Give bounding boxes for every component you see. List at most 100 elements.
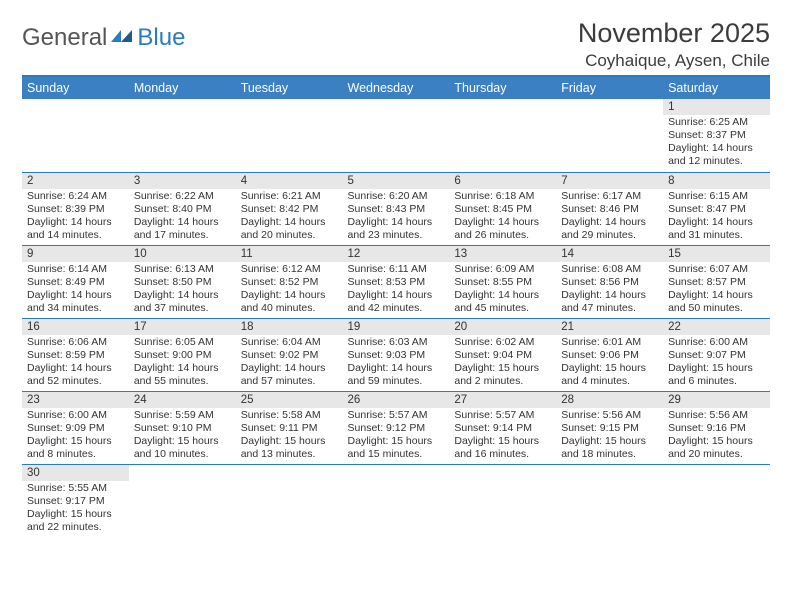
day-details: Sunrise: 6:07 AMSunset: 8:57 PMDaylight:…	[663, 262, 770, 318]
day-details: Sunrise: 6:15 AMSunset: 8:47 PMDaylight:…	[663, 189, 770, 245]
logo-flag-icon	[109, 26, 135, 51]
calendar-cell: 16Sunrise: 6:06 AMSunset: 8:59 PMDayligh…	[22, 318, 129, 391]
calendar-cell	[343, 464, 450, 537]
day-number: 7	[556, 173, 663, 189]
calendar-cell: 1Sunrise: 6:25 AMSunset: 8:37 PMDaylight…	[663, 99, 770, 172]
day-details: Sunrise: 5:57 AMSunset: 9:12 PMDaylight:…	[343, 408, 450, 464]
day-details: Sunrise: 6:20 AMSunset: 8:43 PMDaylight:…	[343, 189, 450, 245]
calendar-cell: 14Sunrise: 6:08 AMSunset: 8:56 PMDayligh…	[556, 245, 663, 318]
calendar-cell	[129, 464, 236, 537]
weekday-header: Friday	[556, 77, 663, 99]
calendar-cell: 29Sunrise: 5:56 AMSunset: 9:16 PMDayligh…	[663, 391, 770, 464]
calendar-cell: 23Sunrise: 6:00 AMSunset: 9:09 PMDayligh…	[22, 391, 129, 464]
logo: General Blue	[22, 24, 185, 52]
calendar-cell	[449, 464, 556, 537]
calendar-cell: 21Sunrise: 6:01 AMSunset: 9:06 PMDayligh…	[556, 318, 663, 391]
day-number: 9	[22, 246, 129, 262]
day-number: 22	[663, 319, 770, 335]
calendar-cell	[236, 464, 343, 537]
calendar-cell: 19Sunrise: 6:03 AMSunset: 9:03 PMDayligh…	[343, 318, 450, 391]
day-number: 13	[449, 246, 556, 262]
logo-text-blue: Blue	[137, 24, 185, 52]
weekday-header: Saturday	[663, 77, 770, 99]
calendar-cell: 26Sunrise: 5:57 AMSunset: 9:12 PMDayligh…	[343, 391, 450, 464]
weekday-header: Thursday	[449, 77, 556, 99]
weekday-header: Tuesday	[236, 77, 343, 99]
calendar-cell: 3Sunrise: 6:22 AMSunset: 8:40 PMDaylight…	[129, 172, 236, 245]
day-number: 29	[663, 392, 770, 408]
weekday-header: Sunday	[22, 77, 129, 99]
day-details: Sunrise: 5:55 AMSunset: 9:17 PMDaylight:…	[22, 481, 129, 537]
day-number: 20	[449, 319, 556, 335]
calendar-cell	[556, 99, 663, 172]
day-details: Sunrise: 5:56 AMSunset: 9:15 PMDaylight:…	[556, 408, 663, 464]
calendar-cell: 11Sunrise: 6:12 AMSunset: 8:52 PMDayligh…	[236, 245, 343, 318]
day-number: 2	[22, 173, 129, 189]
day-details: Sunrise: 6:08 AMSunset: 8:56 PMDaylight:…	[556, 262, 663, 318]
calendar-cell: 13Sunrise: 6:09 AMSunset: 8:55 PMDayligh…	[449, 245, 556, 318]
day-number: 8	[663, 173, 770, 189]
day-number: 4	[236, 173, 343, 189]
day-number: 11	[236, 246, 343, 262]
logo-text-general: General	[22, 24, 107, 52]
calendar-cell: 27Sunrise: 5:57 AMSunset: 9:14 PMDayligh…	[449, 391, 556, 464]
day-number: 1	[663, 99, 770, 115]
day-details: Sunrise: 6:13 AMSunset: 8:50 PMDaylight:…	[129, 262, 236, 318]
day-number: 14	[556, 246, 663, 262]
calendar-cell: 12Sunrise: 6:11 AMSunset: 8:53 PMDayligh…	[343, 245, 450, 318]
day-details: Sunrise: 6:06 AMSunset: 8:59 PMDaylight:…	[22, 335, 129, 391]
day-details: Sunrise: 6:25 AMSunset: 8:37 PMDaylight:…	[663, 115, 770, 171]
day-details: Sunrise: 6:18 AMSunset: 8:45 PMDaylight:…	[449, 189, 556, 245]
day-number: 6	[449, 173, 556, 189]
calendar-cell: 5Sunrise: 6:20 AMSunset: 8:43 PMDaylight…	[343, 172, 450, 245]
day-details: Sunrise: 6:11 AMSunset: 8:53 PMDaylight:…	[343, 262, 450, 318]
day-details: Sunrise: 6:00 AMSunset: 9:07 PMDaylight:…	[663, 335, 770, 391]
calendar-cell	[556, 464, 663, 537]
calendar-cell: 2Sunrise: 6:24 AMSunset: 8:39 PMDaylight…	[22, 172, 129, 245]
day-details: Sunrise: 5:56 AMSunset: 9:16 PMDaylight:…	[663, 408, 770, 464]
calendar-cell: 4Sunrise: 6:21 AMSunset: 8:42 PMDaylight…	[236, 172, 343, 245]
day-details: Sunrise: 6:09 AMSunset: 8:55 PMDaylight:…	[449, 262, 556, 318]
calendar-cell: 24Sunrise: 5:59 AMSunset: 9:10 PMDayligh…	[129, 391, 236, 464]
day-number: 15	[663, 246, 770, 262]
weekday-header: Monday	[129, 77, 236, 99]
calendar-cell: 17Sunrise: 6:05 AMSunset: 9:00 PMDayligh…	[129, 318, 236, 391]
day-details: Sunrise: 6:22 AMSunset: 8:40 PMDaylight:…	[129, 189, 236, 245]
calendar-cell: 30Sunrise: 5:55 AMSunset: 9:17 PMDayligh…	[22, 464, 129, 537]
calendar-table: SundayMondayTuesdayWednesdayThursdayFrid…	[22, 77, 770, 537]
location-text: Coyhaique, Aysen, Chile	[578, 51, 770, 71]
day-number: 12	[343, 246, 450, 262]
calendar-cell	[236, 99, 343, 172]
day-number: 17	[129, 319, 236, 335]
day-number: 24	[129, 392, 236, 408]
calendar-cell: 9Sunrise: 6:14 AMSunset: 8:49 PMDaylight…	[22, 245, 129, 318]
month-title: November 2025	[578, 18, 770, 49]
calendar-cell: 25Sunrise: 5:58 AMSunset: 9:11 PMDayligh…	[236, 391, 343, 464]
calendar-cell: 20Sunrise: 6:02 AMSunset: 9:04 PMDayligh…	[449, 318, 556, 391]
weekday-header: Wednesday	[343, 77, 450, 99]
day-details: Sunrise: 6:24 AMSunset: 8:39 PMDaylight:…	[22, 189, 129, 245]
day-details: Sunrise: 6:17 AMSunset: 8:46 PMDaylight:…	[556, 189, 663, 245]
calendar-cell: 28Sunrise: 5:56 AMSunset: 9:15 PMDayligh…	[556, 391, 663, 464]
day-number: 10	[129, 246, 236, 262]
day-details: Sunrise: 6:01 AMSunset: 9:06 PMDaylight:…	[556, 335, 663, 391]
day-details: Sunrise: 6:02 AMSunset: 9:04 PMDaylight:…	[449, 335, 556, 391]
calendar-cell: 8Sunrise: 6:15 AMSunset: 8:47 PMDaylight…	[663, 172, 770, 245]
day-details: Sunrise: 6:12 AMSunset: 8:52 PMDaylight:…	[236, 262, 343, 318]
calendar-cell: 15Sunrise: 6:07 AMSunset: 8:57 PMDayligh…	[663, 245, 770, 318]
calendar-cell: 22Sunrise: 6:00 AMSunset: 9:07 PMDayligh…	[663, 318, 770, 391]
calendar-cell: 6Sunrise: 6:18 AMSunset: 8:45 PMDaylight…	[449, 172, 556, 245]
day-details: Sunrise: 6:04 AMSunset: 9:02 PMDaylight:…	[236, 335, 343, 391]
calendar-cell: 10Sunrise: 6:13 AMSunset: 8:50 PMDayligh…	[129, 245, 236, 318]
day-details: Sunrise: 6:21 AMSunset: 8:42 PMDaylight:…	[236, 189, 343, 245]
calendar-cell	[663, 464, 770, 537]
day-number: 21	[556, 319, 663, 335]
day-number: 16	[22, 319, 129, 335]
day-number: 3	[129, 173, 236, 189]
day-details: Sunrise: 5:57 AMSunset: 9:14 PMDaylight:…	[449, 408, 556, 464]
day-details: Sunrise: 6:05 AMSunset: 9:00 PMDaylight:…	[129, 335, 236, 391]
day-number: 26	[343, 392, 450, 408]
day-number: 25	[236, 392, 343, 408]
calendar-cell	[129, 99, 236, 172]
day-details: Sunrise: 6:03 AMSunset: 9:03 PMDaylight:…	[343, 335, 450, 391]
